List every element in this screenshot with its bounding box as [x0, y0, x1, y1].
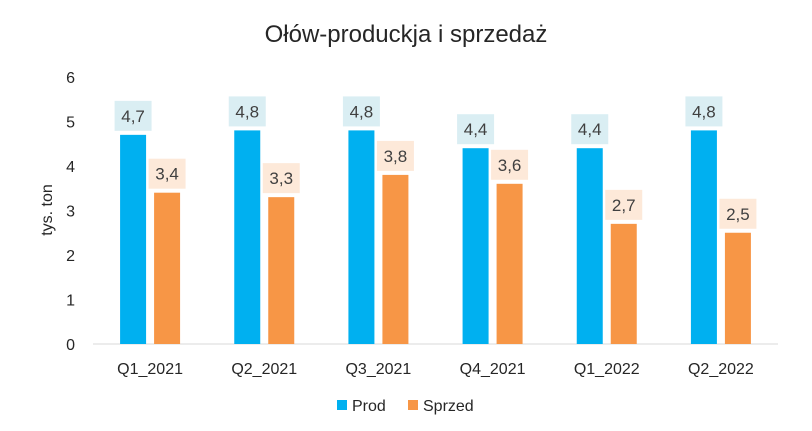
data-label: 4,8: [235, 102, 259, 121]
bar-prod: [234, 130, 261, 344]
y-tick-label: 3: [66, 204, 75, 221]
x-tick-label: Q2_2022: [688, 361, 754, 378]
bar-prod: [576, 148, 603, 344]
x-tick-label: Q2_2021: [231, 361, 297, 378]
y-tick-labels: 0 1 2 3 4 5 6: [66, 70, 75, 354]
x-tick-label: Q1_2021: [117, 361, 183, 378]
data-label: 3,3: [269, 169, 293, 188]
data-label-bg: [685, 96, 723, 127]
y-tick-label: 1: [66, 293, 75, 310]
data-label: 4,4: [578, 120, 602, 139]
data-label-bg: [376, 140, 414, 171]
y-axis-label: tys. ton: [39, 184, 56, 236]
data-label-bg: [342, 96, 380, 127]
data-label: 2,5: [726, 205, 750, 224]
bar-prod: [690, 130, 717, 344]
data-label: 3,6: [498, 156, 522, 175]
data-label-bg: [228, 96, 266, 127]
data-label: 4,8: [692, 102, 716, 121]
chart-title: Ołów-produckja i sprzedaż: [265, 21, 548, 48]
data-label-bg: [605, 189, 643, 220]
bar-sprzed: [496, 183, 523, 344]
data-label: 4,7: [121, 107, 145, 126]
bar-prod: [348, 130, 375, 344]
data-label-bg: [719, 198, 757, 229]
data-label-bg: [114, 100, 152, 131]
legend: Prod Sprzed: [337, 398, 474, 415]
legend-label-sprzed: Sprzed: [423, 398, 474, 415]
x-tick-labels: Q1_2021 Q2_2021 Q3_2021 Q4_2021 Q1_2022 Q2_20…: [117, 361, 754, 378]
bar-sprzed: [610, 223, 637, 344]
bars: [120, 130, 751, 344]
data-label-bg: [457, 114, 495, 145]
y-tick-label: 4: [66, 159, 75, 176]
y-tick-label: 0: [66, 337, 75, 354]
bar-prod: [462, 148, 489, 344]
bar-sprzed: [724, 232, 751, 344]
bar-prod: [120, 134, 147, 344]
bar-sprzed: [154, 192, 181, 344]
data-label-bg: [491, 149, 529, 180]
data-label: 2,7: [612, 196, 636, 215]
data-label-bg: [148, 158, 186, 189]
data-label-bg: [571, 114, 609, 145]
y-tick-label: 2: [66, 248, 75, 265]
data-label: 3,8: [384, 147, 408, 166]
data-label: 4,4: [464, 120, 488, 139]
data-labels: 4,7 3,4 4,8 3,3 4,8 3,8 4,4 3,6 4,4 2,7 4,8 2,5: [114, 96, 757, 229]
bar-sprzed: [382, 174, 409, 344]
legend-label-prod: Prod: [352, 398, 386, 415]
y-tick-label: 5: [66, 115, 75, 132]
x-tick-label: Q1_2022: [574, 361, 640, 378]
data-label-bg: [262, 163, 300, 194]
y-tick-label: 6: [66, 70, 75, 87]
legend-swatch-sprzed: [408, 400, 418, 410]
x-tick-label: Q4_2021: [460, 361, 526, 378]
data-label: 3,4: [155, 165, 179, 184]
legend-swatch-prod: [337, 400, 347, 410]
x-tick-label: Q3_2021: [345, 361, 411, 378]
data-label: 4,8: [350, 102, 374, 121]
bar-sprzed: [268, 197, 295, 344]
